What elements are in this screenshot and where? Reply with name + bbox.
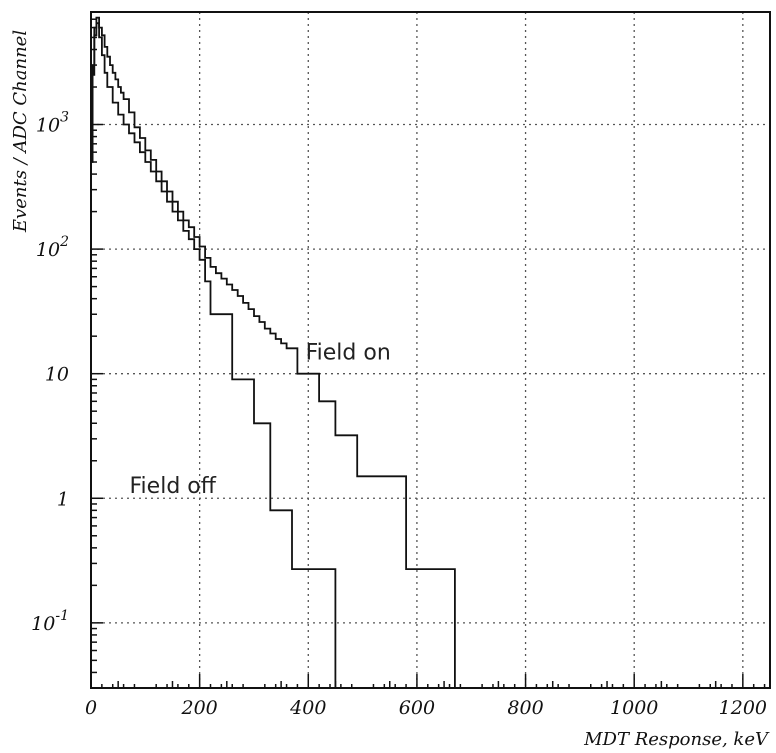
series-layer — [90, 16, 456, 688]
x-tick-label: 600 — [399, 697, 435, 719]
y-axis-title: Events / ADC Channel — [10, 30, 31, 233]
series-field-off — [90, 22, 337, 688]
y-tick-label: 103 — [36, 110, 69, 137]
y-tick-label: 102 — [36, 234, 69, 261]
annotation-field-on: Field on — [306, 341, 391, 366]
annotation-field-off: Field off — [130, 474, 217, 499]
plot-frame — [90, 11, 771, 689]
x-tick-label: 200 — [181, 697, 218, 719]
x-tick-label: 1200 — [719, 697, 767, 719]
x-tick-label: 800 — [507, 697, 543, 719]
series-field-on — [90, 16, 456, 688]
y-tick-label: 10 — [45, 364, 69, 386]
grid-layer — [91, 12, 770, 688]
x-axis-title: MDT Response, keV — [583, 729, 770, 750]
y-tick-label: 1 — [57, 488, 69, 510]
y-tick-label: 10-1 — [31, 608, 69, 635]
x-tick-label: 400 — [289, 697, 326, 719]
x-tick-label: 0 — [85, 697, 97, 719]
tick-layer — [90, 11, 766, 689]
x-tick-label: 1000 — [610, 697, 658, 719]
label-layer: 0 200 400 600 800 1000 1200 10-1 1 10 102 103 — [31, 110, 767, 719]
